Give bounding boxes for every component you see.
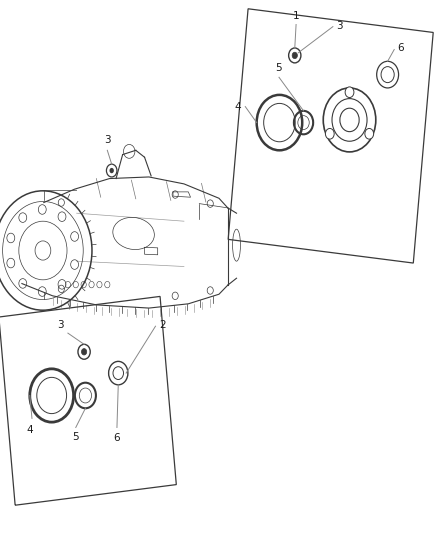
Text: 3: 3 — [57, 320, 64, 330]
Circle shape — [325, 128, 334, 139]
Circle shape — [365, 128, 374, 139]
Text: 3: 3 — [104, 135, 111, 145]
Circle shape — [81, 349, 87, 355]
Text: 4: 4 — [234, 102, 241, 111]
Text: 1: 1 — [293, 11, 300, 21]
Text: 5: 5 — [72, 432, 79, 442]
Text: 3: 3 — [336, 21, 343, 30]
Circle shape — [345, 87, 354, 98]
Text: 6: 6 — [113, 433, 120, 443]
Text: 6: 6 — [398, 43, 404, 53]
Text: 4: 4 — [26, 425, 33, 435]
Circle shape — [110, 168, 114, 173]
Text: 2: 2 — [159, 320, 166, 330]
Text: 5: 5 — [275, 63, 282, 73]
Circle shape — [292, 52, 297, 59]
